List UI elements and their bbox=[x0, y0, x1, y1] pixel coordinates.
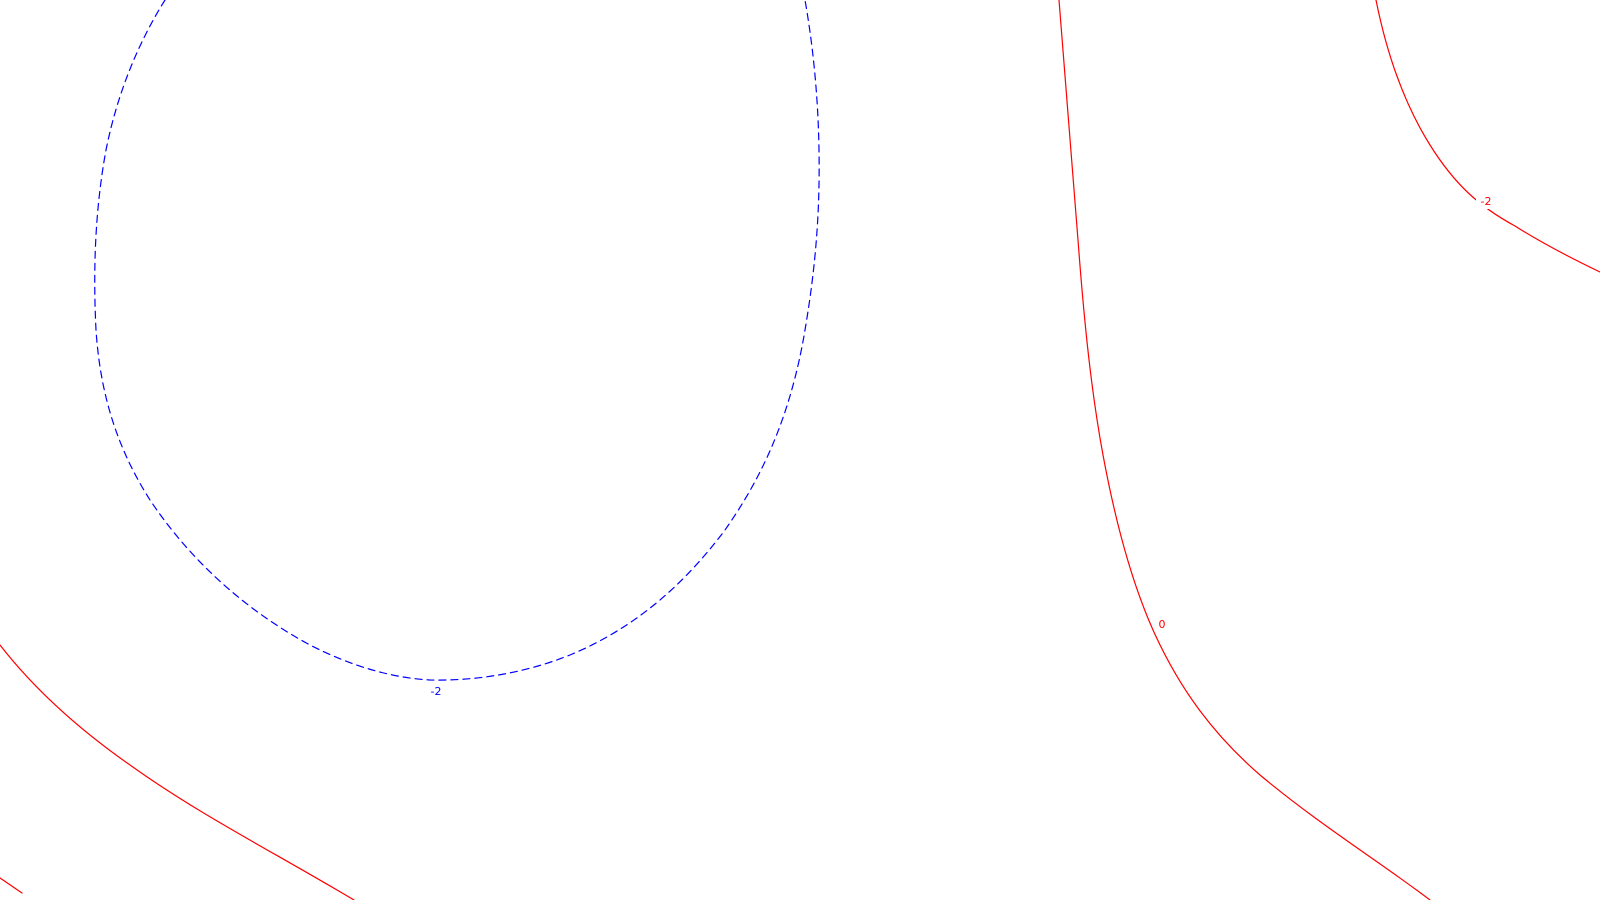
contour-label-red-zero: 0 bbox=[1159, 618, 1166, 631]
contour-label-red-minus2: -2 bbox=[1481, 195, 1492, 208]
contour-line-red-zero bbox=[1058, 0, 1431, 900]
contour-line-blue-minus2 bbox=[94, 0, 820, 681]
contour-line-red-bottom-left bbox=[0, 644, 355, 900]
contour-label-blue-minus2: -2 bbox=[431, 685, 442, 698]
contour-label-group-red-minus2: -2 bbox=[1476, 195, 1496, 209]
contour-label-group-red-zero: 0 bbox=[1155, 618, 1169, 632]
contour-label-group-blue-minus2: -2 bbox=[426, 685, 446, 699]
contour-line-red-minus2-topright bbox=[1375, 0, 1600, 273]
contour-line-red-corner bbox=[0, 877, 23, 894]
